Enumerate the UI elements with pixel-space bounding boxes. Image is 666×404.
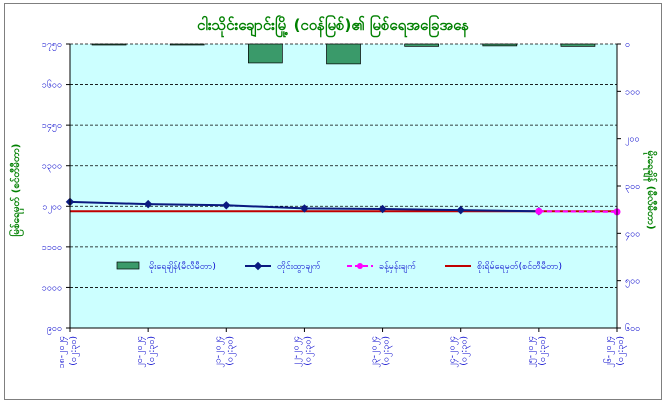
x-tick-label: ၂၁-၂၀၂၄ <box>213 336 224 368</box>
y-right-tick-label: ၅၀၀ <box>625 277 640 288</box>
plot-area <box>70 44 617 328</box>
measured-point <box>143 199 153 209</box>
forecast-point <box>535 207 543 215</box>
chart-svg: ငါးသိုင်းချောင်းမြို့ (ငဝန်မြစ်)၏ မြစ်ရေ… <box>8 14 658 368</box>
x-tick-label: (၀၂:၃၀) <box>616 336 627 366</box>
y-axis-right-label: မိုးရေချိန် (မီလီမီတာ) <box>642 150 658 229</box>
y-left-tick-label: ၁၁၀၀ <box>42 243 62 253</box>
y-axis-left-label: မြစ်ရေမှတ် (စင်တီမီတာ) <box>8 144 25 237</box>
rainfall-bar <box>91 43 127 46</box>
x-tick-label: ၁၈-၂၀၂၄ <box>57 336 68 368</box>
x-tick-label: (၀၂:၃၀) <box>538 336 549 366</box>
chart-title: ငါးသိုင်းချောင်းမြို့ (ငဝန်မြစ်)၏ မြစ်ရေ… <box>197 14 469 38</box>
legend-marker-forecast <box>357 263 363 269</box>
x-tick-label: ၂၆-၂၀၂၄ <box>603 336 615 368</box>
legend: မိုးရေချိန်(မီလီမီတာ) တိုင်းထွာချက် ခန့်မှ… <box>116 261 562 273</box>
rainfall-bar <box>169 43 205 46</box>
legend-label: မိုးရေချိန်(မီလီမီတာ) <box>149 261 216 273</box>
y-right-tick-label: ၃၀၀ <box>625 182 640 193</box>
y-left-tick-label: ၁၀၀၀ <box>42 283 62 293</box>
bar-series <box>91 43 596 65</box>
x-tick-label: ၂၅-၂၀၂၄ <box>526 336 537 368</box>
y-left-tick-label: ၉၀၀ <box>47 324 62 335</box>
legend-label: တိုင်းထွာချက် <box>277 261 321 273</box>
rainfall-bar <box>248 43 283 64</box>
x-tick-label: (၀၂:၃၀) <box>303 336 314 366</box>
legend-swatch-rainfall <box>116 261 140 270</box>
x-tick-label: ၂၀-၂၀၂၄ <box>135 336 146 368</box>
legend-label: စိုးရိမ်ရေမှတ်(စင်တီမီတာ) <box>477 261 562 273</box>
y-right-tick-label: ၁၀၀ <box>625 87 640 97</box>
y-left-tick-label: ၁၇၅၀ <box>42 40 62 51</box>
measured-line-series <box>65 197 544 216</box>
y-left-tick-label: ၁၃၀၀ <box>42 162 62 173</box>
y-right-tick-label: ၆၀၀ <box>625 323 640 334</box>
y-left-tick-label: ၁၄၅၀ <box>42 121 62 132</box>
x-tick-label: (၀၂:၃၀) <box>460 336 471 366</box>
x-tick-label: (၀၂:၃၀) <box>225 336 236 366</box>
axes <box>66 43 621 332</box>
rainfall-bar <box>560 43 596 47</box>
grid-lines <box>70 43 617 288</box>
chart-frame: ငါးသိုင်းချောင်းမြို့ (ငဝန်မြစ်)၏ မြစ်ရေ… <box>4 3 662 400</box>
y-right-tick-label: ၂၀၀ <box>625 135 640 146</box>
measured-point <box>222 201 231 210</box>
y-left-tick-label: ၁၆၀၀ <box>42 80 62 91</box>
legend-marker-measured <box>253 261 263 271</box>
y-right-tick-label: ၀ <box>625 40 630 50</box>
y-left-tick-label: ၁၂၀၀ <box>42 202 62 213</box>
measured-point <box>456 205 465 215</box>
x-tick-label: ၂၃-၂၀၂၄ <box>370 336 381 368</box>
measured-point <box>378 204 387 214</box>
rainfall-bar <box>326 43 361 65</box>
y-right-tick-label: ၄၀၀ <box>625 229 640 240</box>
left-y-tick-labels: ၉၀၀ ၁၀၀၀ ၁၁၀၀ ၁၂၀၀ ၁၃၀၀ ၁၄၅၀ ၁၆၀၀ ၁၇၅၀ <box>42 40 62 335</box>
rainfall-bar <box>404 43 439 47</box>
x-tick-label: (၀၂:၃၀) <box>147 336 158 366</box>
x-tick-labels: ၁၈-၂၀၂၄ (၀၂:၃၀) ၂၀-၂၀၂၄ (၀၂:၃၀) ၂၁-၂၀၂၄ (၀၂:၃… <box>57 336 627 368</box>
x-tick-label: ၂၂-၂၀၂၄ <box>291 336 302 367</box>
x-tick-label: (၀၂:၃၀) <box>382 336 393 366</box>
x-tick-label: (၀၂:၃၀) <box>69 336 80 366</box>
legend-label: ခန့်မှန်းချက် <box>379 261 417 273</box>
rainfall-bar <box>482 43 518 47</box>
forecast-line <box>538 210 618 213</box>
x-tick-label: ၂၄-၂၀၂၄ <box>448 336 459 368</box>
measured-point <box>300 204 309 213</box>
